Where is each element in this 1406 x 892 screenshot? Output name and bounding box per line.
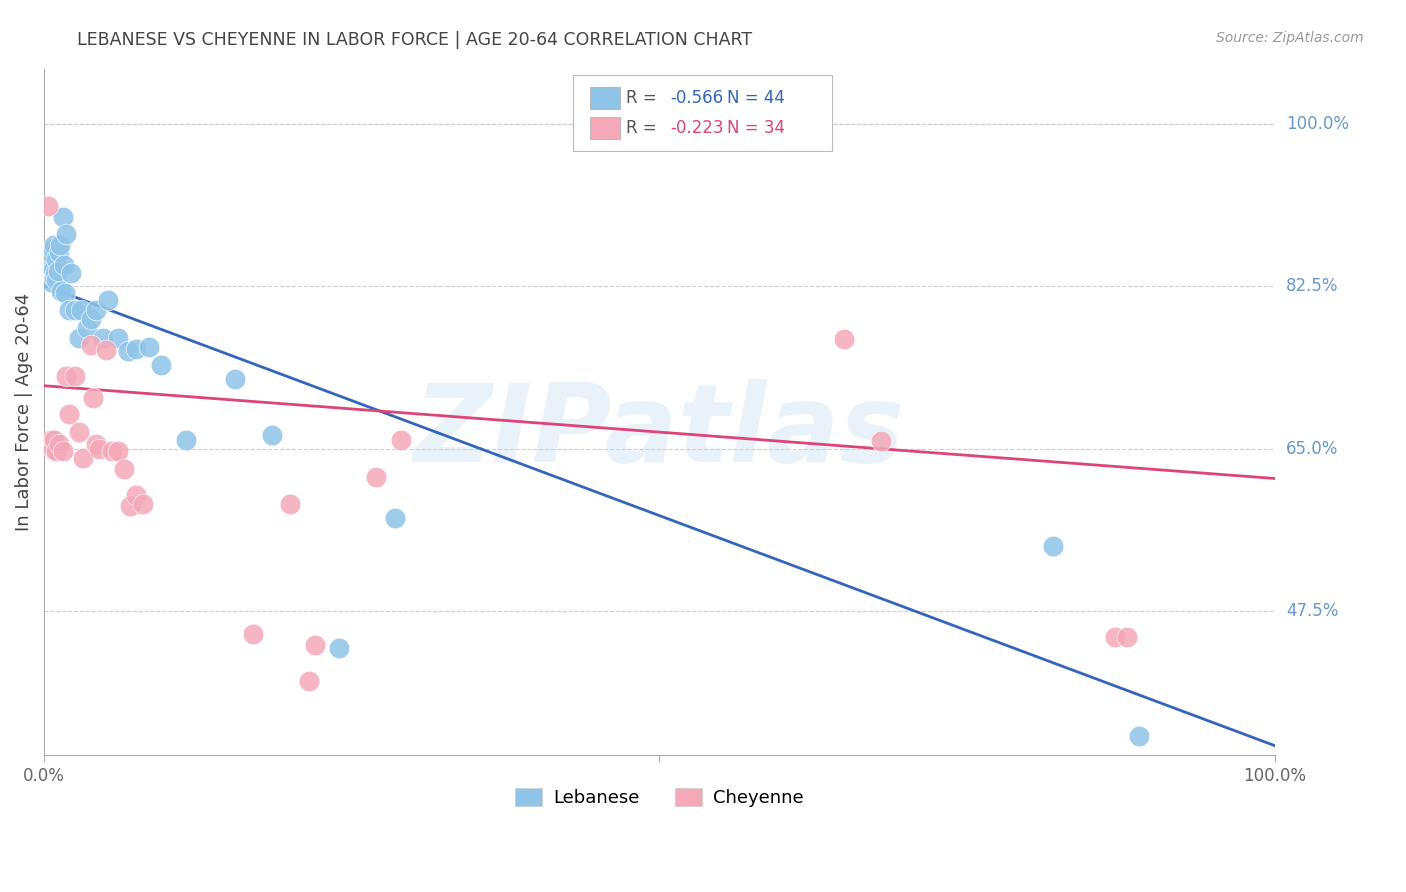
Point: [832, 332, 855, 346]
Point: [138, 340, 160, 354]
Point: [174, 433, 197, 447]
Point: [52, 258, 75, 272]
Point: [1128, 730, 1150, 744]
Point: [82, 391, 104, 405]
Point: [224, 372, 246, 386]
Text: R =: R =: [626, 89, 662, 107]
Text: ZIPatlas: ZIPatlas: [413, 379, 905, 485]
Text: R =: R =: [626, 120, 662, 137]
Point: [76, 321, 98, 335]
Point: [131, 498, 153, 512]
Point: [97, 293, 120, 308]
Point: [55, 369, 77, 384]
Text: LEBANESE VS CHEYENNE IN LABOR FORCE | AGE 20-64 CORRELATION CHART: LEBANESE VS CHEYENNE IN LABOR FORCE | AG…: [77, 31, 752, 49]
Point: [150, 359, 173, 373]
Point: [67, 330, 90, 344]
FancyBboxPatch shape: [591, 87, 620, 109]
Point: [112, 462, 135, 476]
Point: [107, 443, 129, 458]
Point: [125, 488, 148, 502]
Point: [39, 437, 62, 451]
Point: [37, 199, 59, 213]
Text: -0.566: -0.566: [671, 89, 724, 107]
Point: [63, 302, 86, 317]
Point: [70, 302, 93, 317]
Point: [94, 343, 117, 358]
Point: [384, 511, 406, 525]
Point: [51, 284, 73, 298]
Text: 65.0%: 65.0%: [1286, 440, 1339, 458]
FancyBboxPatch shape: [574, 76, 832, 151]
Point: [80, 338, 103, 352]
Point: [41, 275, 63, 289]
Point: [84, 302, 107, 317]
Point: [84, 437, 107, 451]
Point: [298, 673, 321, 688]
Point: [67, 425, 90, 439]
Point: [45, 443, 67, 458]
Point: [41, 260, 63, 275]
Point: [42, 249, 65, 263]
Point: [89, 442, 111, 456]
Point: [91, 330, 114, 344]
Point: [35, 252, 58, 266]
Point: [125, 342, 148, 356]
Text: N = 44: N = 44: [727, 89, 785, 107]
Point: [278, 498, 301, 512]
Text: -0.223: -0.223: [671, 120, 724, 137]
Point: [117, 344, 139, 359]
Point: [1104, 630, 1126, 644]
Text: 47.5%: 47.5%: [1286, 602, 1339, 620]
Point: [120, 500, 142, 514]
Point: [46, 264, 69, 278]
Point: [37, 266, 59, 280]
Point: [63, 369, 86, 384]
Point: [58, 302, 80, 317]
Point: [52, 210, 75, 224]
Point: [72, 451, 94, 466]
Point: [48, 437, 70, 451]
FancyBboxPatch shape: [591, 117, 620, 139]
Point: [49, 237, 72, 252]
Point: [60, 266, 83, 280]
Text: Source: ZipAtlas.com: Source: ZipAtlas.com: [1216, 31, 1364, 45]
Point: [42, 262, 65, 277]
Point: [101, 443, 124, 458]
Point: [1042, 539, 1064, 553]
Point: [80, 312, 103, 326]
Point: [58, 407, 80, 421]
Text: N = 34: N = 34: [727, 120, 785, 137]
Point: [42, 243, 65, 257]
Point: [1116, 630, 1139, 644]
Point: [44, 266, 66, 280]
Point: [45, 252, 67, 266]
Point: [48, 245, 70, 260]
Point: [39, 256, 62, 270]
Point: [366, 469, 388, 483]
Point: [53, 285, 76, 300]
Point: [389, 433, 412, 447]
Y-axis label: In Labor Force | Age 20-64: In Labor Force | Age 20-64: [15, 293, 32, 531]
Point: [260, 428, 283, 442]
Point: [52, 443, 75, 458]
Point: [45, 273, 67, 287]
Point: [42, 270, 65, 285]
Point: [38, 260, 60, 275]
Point: [328, 641, 350, 656]
Point: [42, 433, 65, 447]
Text: 100.0%: 100.0%: [1286, 115, 1348, 133]
Point: [42, 442, 65, 456]
Legend: Lebanese, Cheyenne: Lebanese, Cheyenne: [508, 780, 811, 814]
Text: 82.5%: 82.5%: [1286, 277, 1339, 295]
Point: [242, 627, 264, 641]
Point: [41, 433, 63, 447]
Point: [55, 227, 77, 241]
Point: [107, 330, 129, 344]
Point: [870, 434, 893, 449]
Point: [304, 639, 326, 653]
Point: [42, 237, 65, 252]
